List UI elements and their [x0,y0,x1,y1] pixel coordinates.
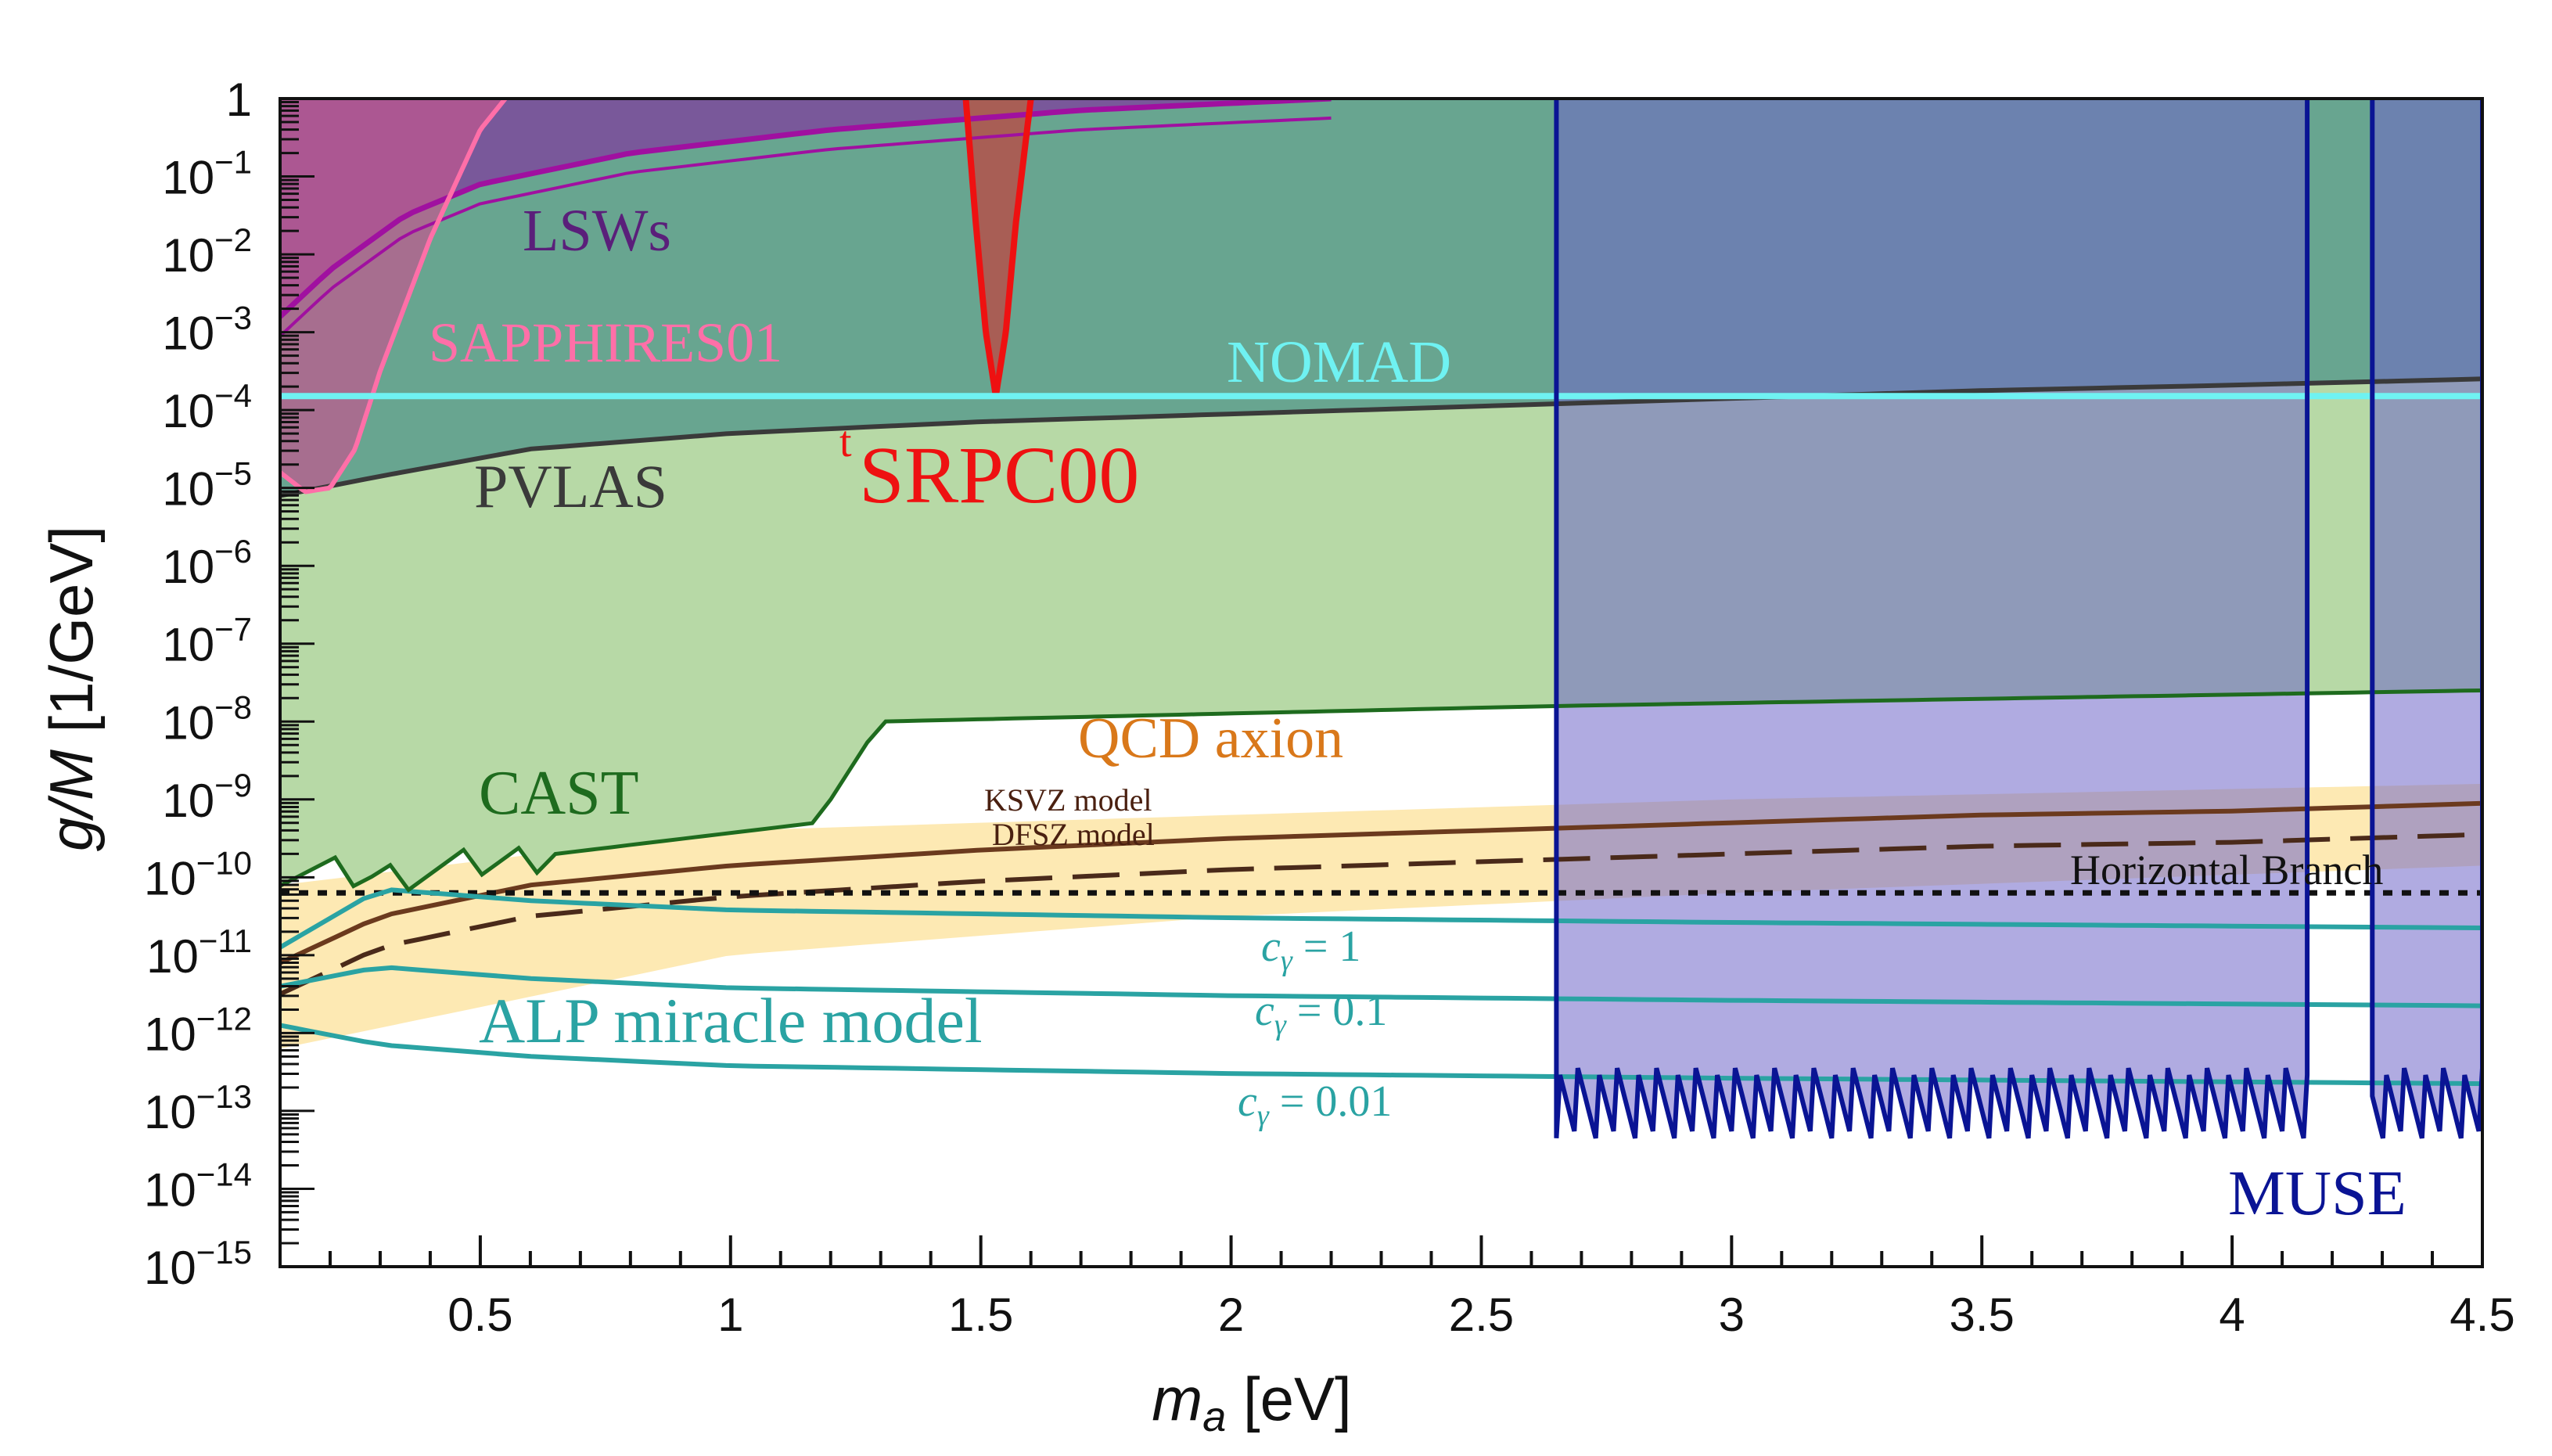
x-tick-label: 0.5 [447,1289,512,1341]
y-tick-label: 10−9 [162,767,252,827]
y-tick-label: 10−13 [144,1078,252,1138]
x-tick-label: 3.5 [1950,1289,2015,1341]
y-axis-ticks: 1 10−1 10−2 10−3 10−4 10−5 10−6 10−7 10−8 10−9 10−… [144,74,315,1294]
x-tick-label: 1 [717,1289,743,1341]
x-axis-title: ma [eV] [1152,1364,1351,1440]
nomad-label: NOMAD [1227,329,1451,395]
ksvz-label: KSVZ model [984,782,1152,818]
x-tick-label: 3 [1719,1289,1745,1341]
x-tick-label: 4 [2219,1289,2245,1341]
lsw-label: LSWs [523,198,671,264]
y-tick-label: 10−15 [144,1234,252,1294]
y-tick-label: 10−8 [162,688,252,749]
x-tick-label: 4.5 [2450,1289,2514,1341]
y-tick-label: 1 [226,74,252,126]
qcd-axion-label: QCD axion [1078,706,1343,771]
alp-model-label: ALP miracle model [479,985,983,1056]
c-gamma-001-label: cγ = 0.01 [1238,1077,1392,1132]
y-tick-label: 10−2 [162,221,252,282]
constraint-lines [280,99,2482,1139]
alp-line-c0.1 [280,965,2482,1008]
tsrpc-label: SRPC00 [859,430,1139,520]
y-tick-label: 10−12 [144,1000,252,1060]
y-tick-label: 10−6 [162,533,252,593]
y-tick-label: 10−7 [162,611,252,671]
tsrpc-label-sup: t [839,418,852,466]
muse-line-1 [1554,99,2310,1139]
sapphires-label: SAPPHIRES01 [429,311,782,374]
sapphires-line [280,99,508,494]
y-tick-label: 10−11 [146,922,252,983]
c-gamma-01-label: cγ = 0.1 [1255,987,1387,1041]
muse-region-1 [1556,99,2308,1138]
pvlas-label: PVLAS [474,452,667,520]
hb-label: Horizontal Branch [2070,847,2383,893]
alp-line-c1 [280,887,2482,950]
lsw-line-secondary [280,116,1332,338]
c-gamma-1-label: cγ = 1 [1261,922,1360,977]
pvlas-line [280,376,2482,498]
lsw-line [280,99,1332,319]
y-tick-label: 10−10 [144,844,252,904]
tsrpc-line [962,99,1034,399]
ksvz-line [280,800,2482,965]
muse-line-2 [2370,99,2482,1139]
cast-line [280,688,2482,893]
muse-label: MUSE [2228,1157,2406,1228]
dfsz-label: DFSZ model [992,817,1155,852]
x-axis-ticks: 0.5 1 1.5 2 2.5 3 3.5 4 4.5 [279,1235,2515,1341]
x-tick-label: 2.5 [1449,1289,1514,1341]
cast-label: CAST [479,759,639,828]
muse-region-2 [2372,99,2482,1138]
y-tick-label: 10−3 [162,300,252,360]
y-tick-label: 10−5 [162,455,252,516]
y-tick-label: 10−14 [144,1156,252,1216]
x-tick-label: 1.5 [948,1289,1013,1341]
lsw-region [280,99,1332,317]
x-tick-label: 2 [1218,1289,1244,1341]
y-axis-title: g/M [1/GeV] [37,526,106,851]
y-tick-label: 10−4 [162,377,252,437]
y-tick-label: 10−1 [162,144,252,204]
alp-line-c0.01 [280,1023,2482,1087]
tsrpc-region [965,99,1031,394]
